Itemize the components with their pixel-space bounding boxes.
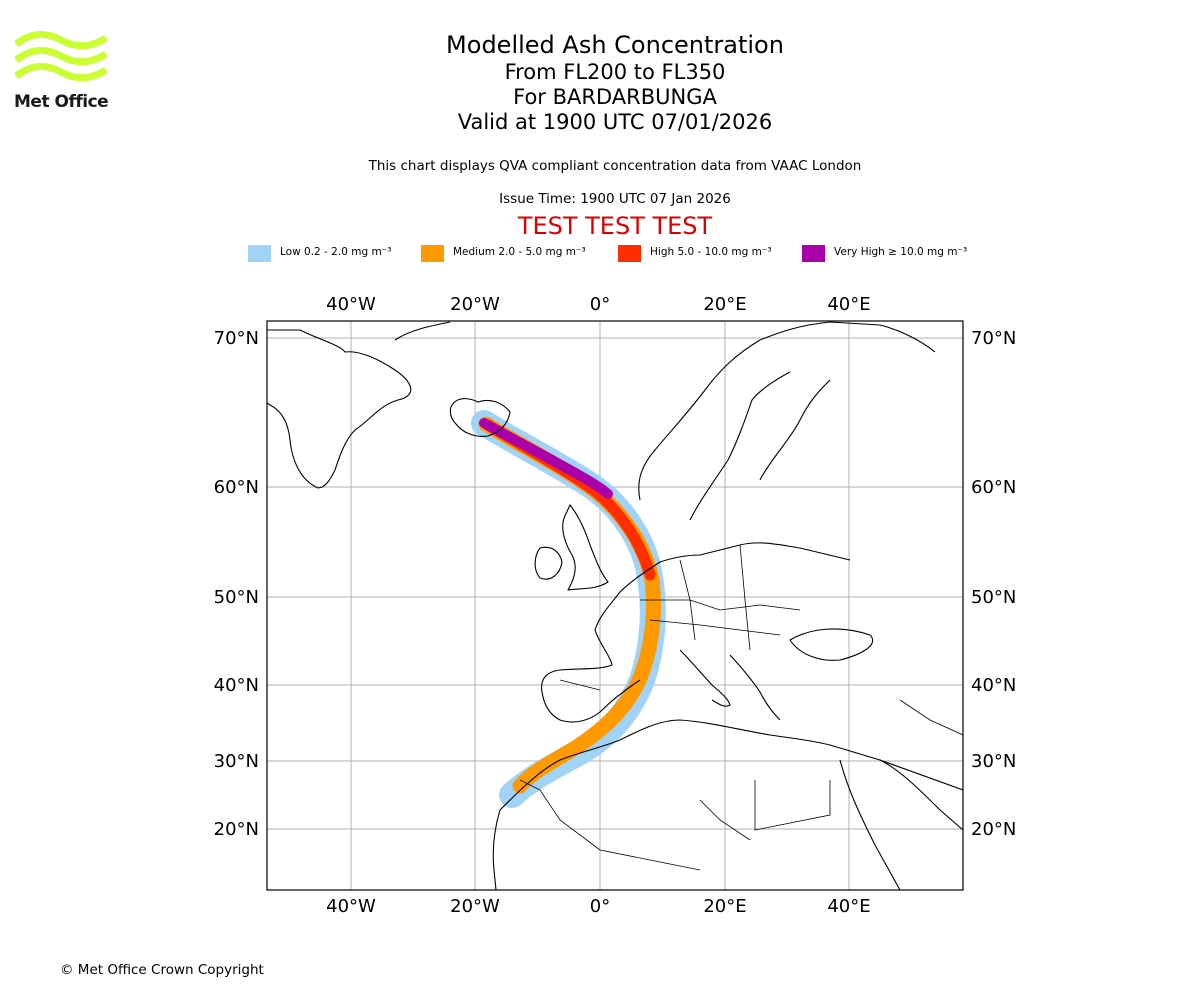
coast-greenland-east bbox=[394, 321, 451, 341]
tick-bottom-20w: 20°W bbox=[450, 896, 500, 917]
coast-finland bbox=[759, 379, 831, 481]
tick-left-40n: 40°N bbox=[214, 675, 259, 696]
coast-iceland bbox=[449, 398, 511, 437]
coastlines bbox=[267, 321, 963, 890]
legend-swatch-very-high bbox=[802, 245, 825, 262]
coast-red-sea bbox=[839, 759, 901, 890]
tick-right-50n: 50°N bbox=[971, 587, 1016, 608]
met-office-logo-text: Met Office bbox=[14, 92, 109, 112]
tick-right-40n: 40°N bbox=[971, 675, 1016, 696]
legend-label-low: Low 0.2 - 2.0 mg m⁻³ bbox=[280, 246, 392, 258]
coast-black-sea bbox=[789, 628, 873, 661]
test-banner: TEST TEST TEST bbox=[517, 212, 713, 240]
tick-right-20n: 20°N bbox=[971, 819, 1016, 840]
tick-left-60n: 60°N bbox=[214, 477, 259, 498]
tick-left-70n: 70°N bbox=[214, 328, 259, 349]
tick-top-40e: 40°E bbox=[827, 294, 870, 315]
tick-bottom-40e: 40°E bbox=[827, 896, 870, 917]
met-office-waves-icon bbox=[14, 31, 108, 82]
coast-norway bbox=[638, 321, 936, 501]
tick-right-30n: 30°N bbox=[971, 751, 1016, 772]
map-gridlines bbox=[267, 321, 963, 890]
coast-balkans bbox=[729, 654, 781, 721]
coast-france-iberia bbox=[541, 591, 641, 723]
chart-subtitle: This chart displays QVA compliant concen… bbox=[368, 158, 862, 174]
chart-title: Modelled Ash Concentration bbox=[446, 31, 784, 59]
legend-label-high: High 5.0 - 10.0 mg m⁻³ bbox=[650, 246, 772, 258]
tick-left-20n: 20°N bbox=[214, 819, 259, 840]
coast-great-britain bbox=[562, 504, 609, 591]
legend-swatch-medium bbox=[421, 245, 444, 262]
ash-plume bbox=[471, 410, 666, 808]
tick-top-20w: 20°W bbox=[450, 294, 500, 315]
tick-right-60n: 60°N bbox=[971, 477, 1016, 498]
legend-label-medium: Medium 2.0 - 5.0 mg m⁻³ bbox=[453, 246, 586, 258]
legend-swatch-low bbox=[248, 245, 271, 262]
coast-europe-west bbox=[619, 542, 851, 593]
flight-level-range: From FL200 to FL350 bbox=[504, 60, 726, 84]
met-office-logo: Met Office bbox=[14, 30, 109, 112]
tick-right-70n: 70°N bbox=[971, 328, 1016, 349]
tick-bottom-20e: 20°E bbox=[703, 896, 746, 917]
legend-label-very-high: Very High ≥ 10.0 mg m⁻³ bbox=[834, 246, 968, 258]
tick-top-20e: 20°E bbox=[703, 294, 746, 315]
map-frame bbox=[266, 320, 964, 891]
tick-top-40w: 40°W bbox=[326, 294, 376, 315]
tick-bottom-0: 0° bbox=[590, 896, 610, 917]
issue-time: Issue Time: 1900 UTC 07 Jan 2026 bbox=[499, 191, 731, 207]
coast-africa-west bbox=[492, 809, 501, 890]
coast-ireland bbox=[534, 546, 563, 580]
coast-africa-north bbox=[499, 719, 963, 811]
valid-time: Valid at 1900 UTC 07/01/2026 bbox=[457, 110, 773, 134]
chart-title-block: Modelled Ash Concentration From FL200 to… bbox=[300, 30, 930, 135]
tick-bottom-40w: 40°W bbox=[326, 896, 376, 917]
coast-sweden bbox=[689, 371, 791, 521]
ash-band-very-high bbox=[479, 418, 613, 499]
coast-italy bbox=[679, 649, 731, 707]
country-borders bbox=[519, 544, 963, 871]
tick-left-30n: 30°N bbox=[214, 751, 259, 772]
copyright-notice: © Met Office Crown Copyright bbox=[60, 962, 264, 978]
coast-greenland bbox=[267, 329, 412, 489]
map-tick-labels: 40°W 20°W 0° 20°E 40°E 40°W 20°W 0° 20°E… bbox=[214, 294, 1017, 917]
legend-swatch-high bbox=[618, 245, 641, 262]
coast-arabia bbox=[879, 759, 963, 831]
volcano-name: For BARDARBUNGA bbox=[513, 85, 717, 109]
tick-top-0: 0° bbox=[590, 294, 610, 315]
tick-left-50n: 50°N bbox=[214, 587, 259, 608]
